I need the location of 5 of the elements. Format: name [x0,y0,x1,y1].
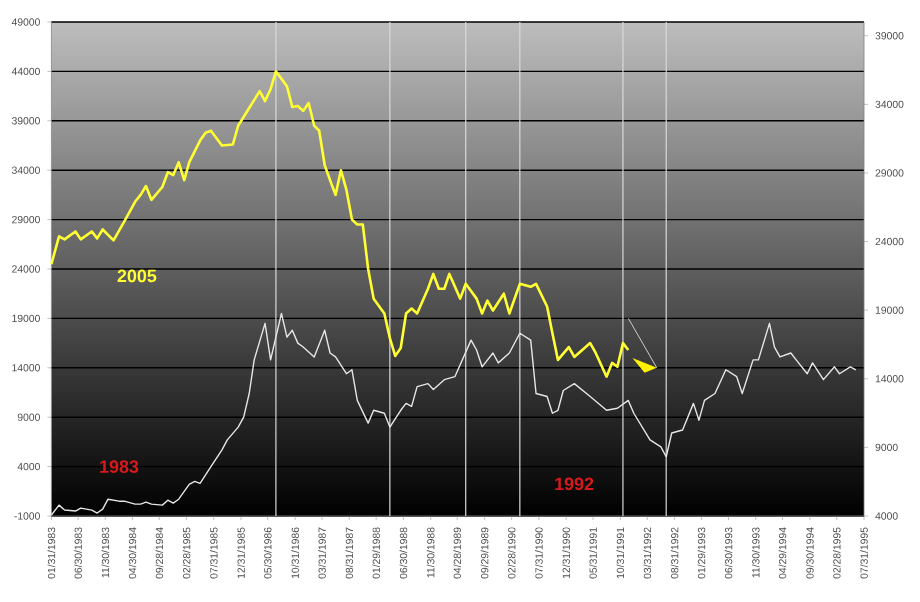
line-series [50,70,630,378]
annotation: 1992 [555,477,594,491]
annotation: 1983 [100,460,139,473]
series-label: 2005 [117,269,157,283]
line-series [50,312,857,516]
